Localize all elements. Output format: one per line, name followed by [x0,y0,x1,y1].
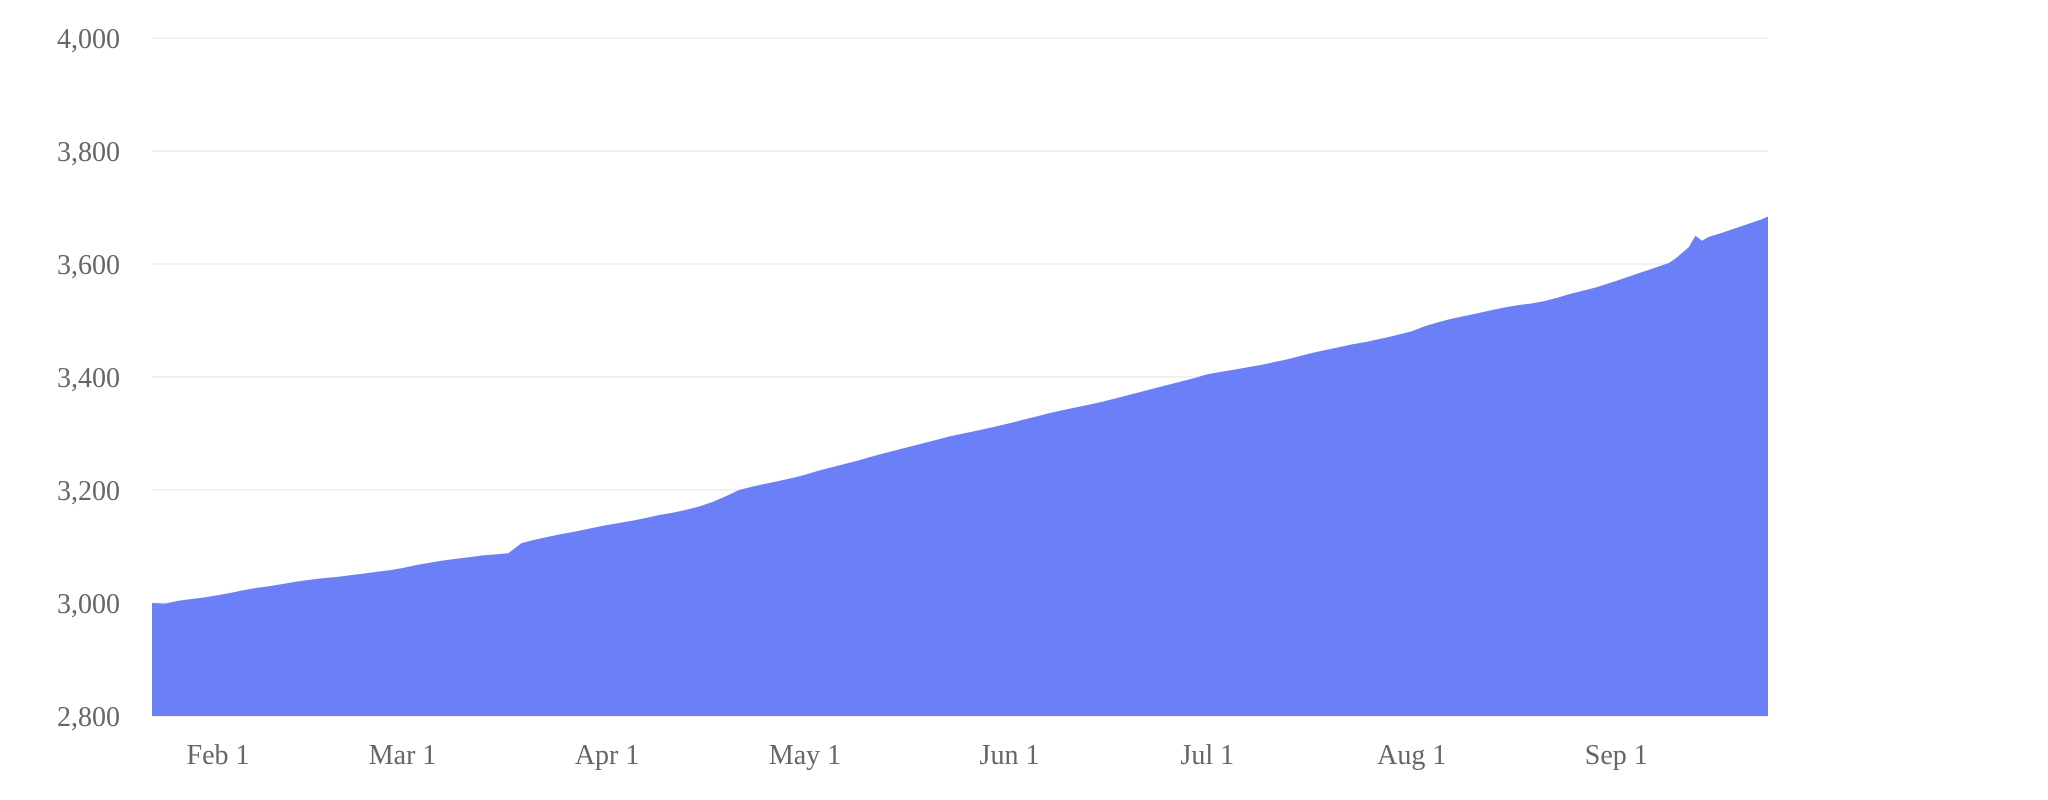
x-tick-label-sep-1: Sep 1 [1585,740,1648,771]
y-tick-label-3400: 3,400 [57,363,120,394]
y-tick-label-3800: 3,800 [57,137,120,168]
y-axis-tick-labels: 4,000 3,800 3,600 3,400 3,200 3,000 2,800 [57,24,120,733]
y-tick-label-3600: 3,600 [57,250,120,281]
y-tick-label-2800: 2,800 [57,702,120,733]
x-tick-label-aug-1: Aug 1 [1377,740,1446,771]
area-series-group [152,216,1768,716]
x-tick-label-feb-1: Feb 1 [187,740,250,771]
area-series [152,216,1768,716]
x-tick-label-mar-1: Mar 1 [369,740,437,771]
x-tick-label-apr-1: Apr 1 [575,740,640,771]
x-tick-label-may-1: May 1 [769,740,841,771]
x-axis-tick-labels: Feb 1 Mar 1 Apr 1 May 1 Jun 1 Jul 1 Aug 1 Sep 1 [187,740,1648,771]
y-tick-label-3200: 3,200 [57,476,120,507]
x-tick-label-jul-1: Jul 1 [1180,740,1234,771]
y-tick-label-4000: 4,000 [57,24,120,55]
x-tick-label-jun-1: Jun 1 [980,740,1040,771]
y-tick-label-3000: 3,000 [57,589,120,620]
